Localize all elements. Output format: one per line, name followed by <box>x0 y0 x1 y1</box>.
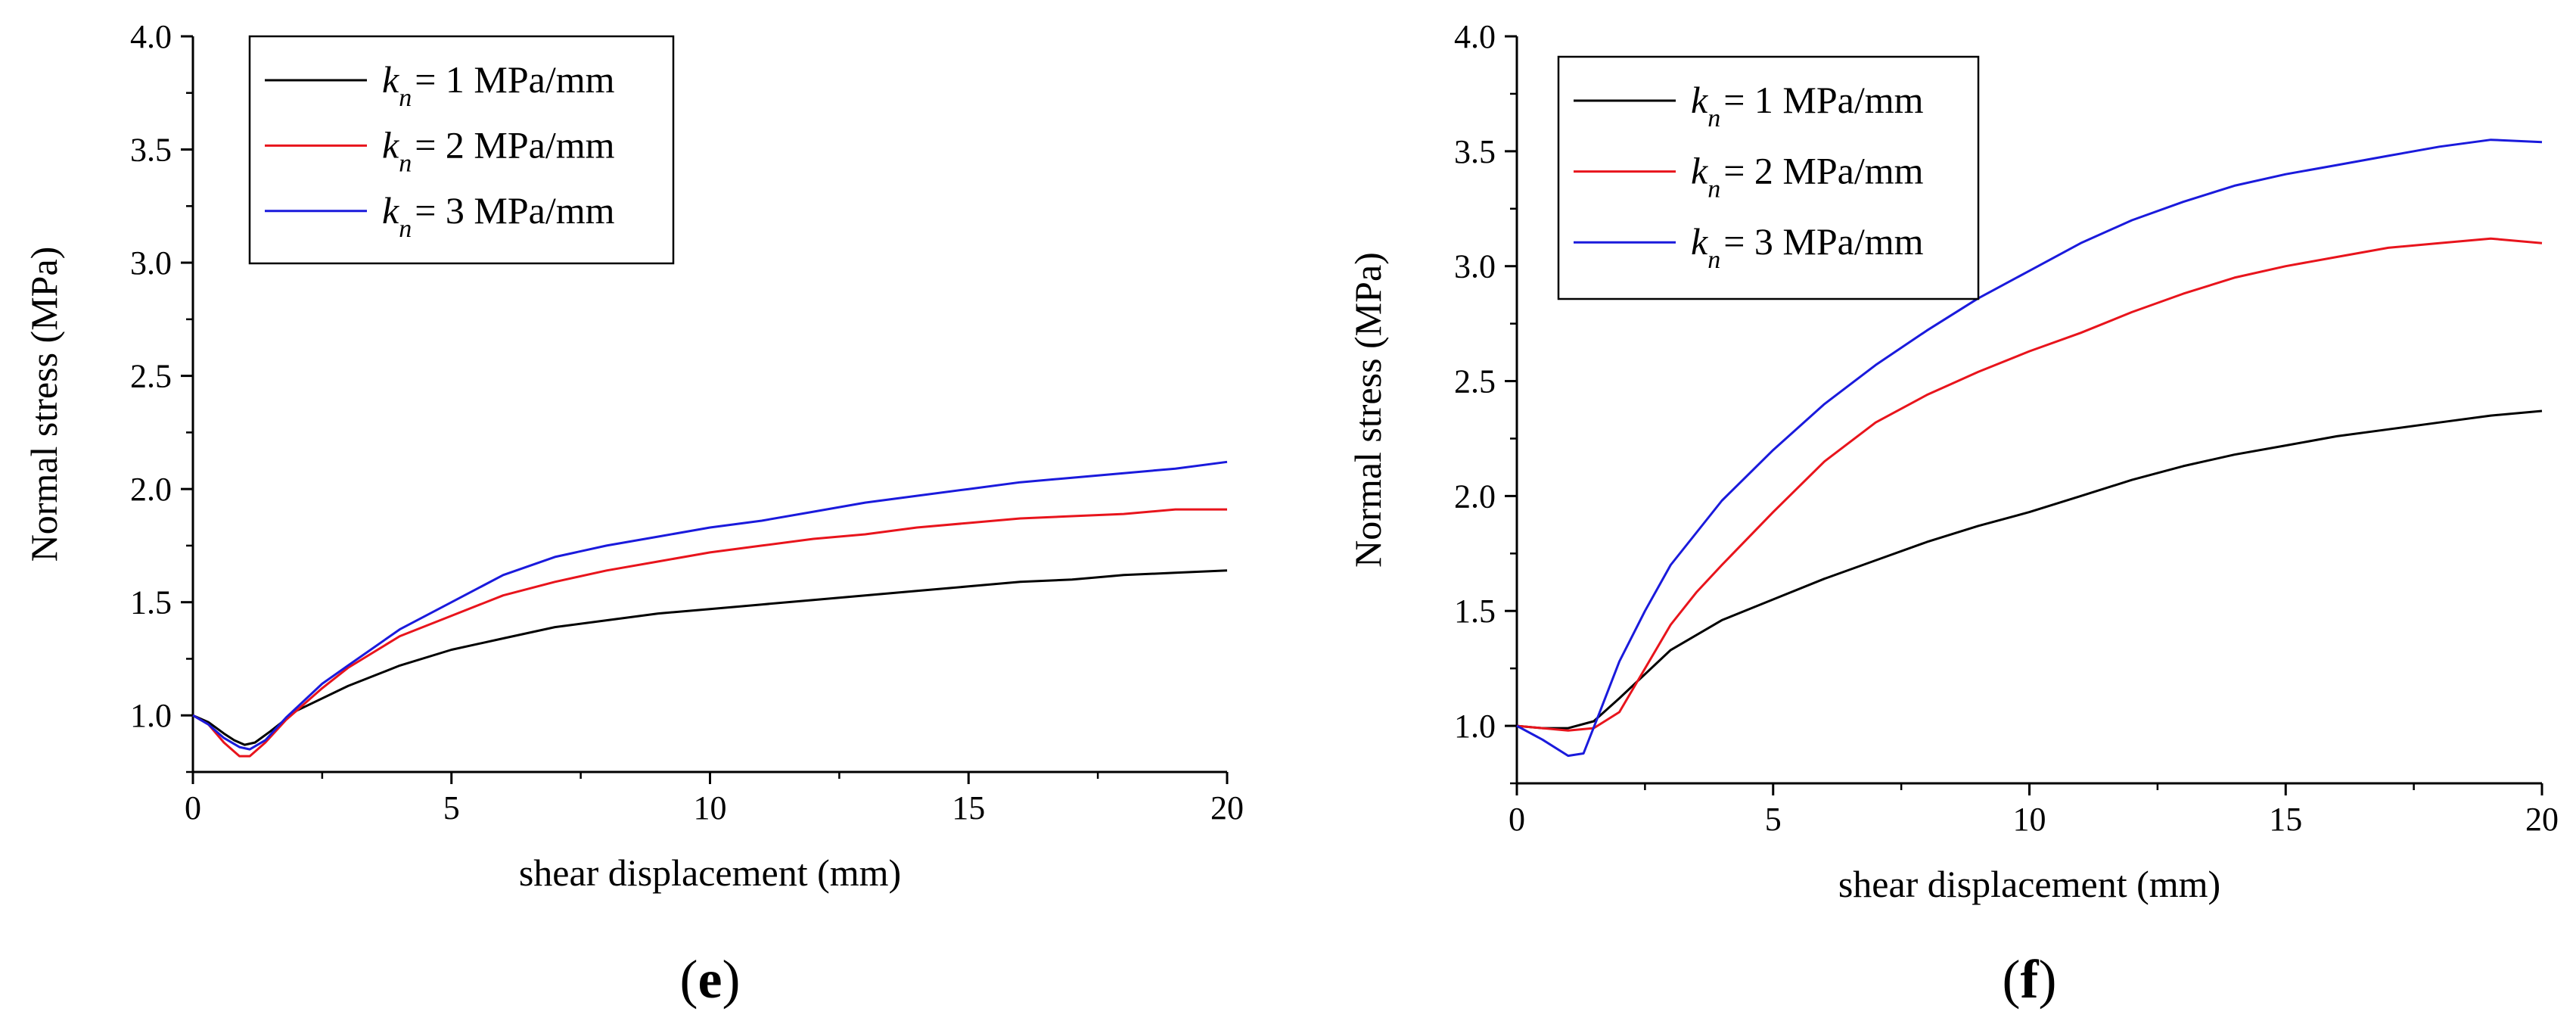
legend-subscript: n <box>399 149 412 177</box>
legend-subscript: n <box>399 215 412 243</box>
legend-k-symbol: k <box>1691 150 1708 192</box>
y-tick-label: 1.5 <box>1454 593 1496 630</box>
legend-k-symbol: k <box>382 189 399 232</box>
legend-label-text: = 1 MPa/mm <box>1723 79 1923 121</box>
legend-entry-kn3: kn= 3 MPa/mm <box>382 189 615 243</box>
chart-panel-e: 0 5 10 15 20 1.0 1.5 2.0 2.5 3.0 3.5 4.0 shear displ… <box>23 18 1244 1010</box>
series-line-kn1 <box>1516 409 2543 730</box>
series-line-kn3 <box>1516 139 2543 758</box>
legend-entry-kn1: kn= 1 MPa/mm <box>382 58 615 112</box>
x-axis-title: shear displacement (mm) <box>1838 863 2220 905</box>
legend-k-symbol: k <box>382 58 399 101</box>
y-tick-label: 2.5 <box>130 358 172 395</box>
legend-k-symbol: k <box>382 123 399 166</box>
legend-box <box>1557 55 1980 300</box>
y-tick-label: 2.0 <box>130 471 172 508</box>
legend-label-text: = 3 MPa/mm <box>1723 220 1923 263</box>
y-axis-title: Normal stress (MPa) <box>1347 252 1389 568</box>
y-tick-label: 3.0 <box>130 244 172 282</box>
x-tick-label: 0 <box>1509 801 1525 838</box>
series-line-kn2 <box>192 508 1227 758</box>
y-tick-label: 3.5 <box>1454 133 1496 170</box>
x-axis-title: shear displacement (mm) <box>519 851 901 894</box>
legend-subscript: n <box>1707 176 1720 204</box>
y-axis-title: Normal stress (MPa) <box>23 247 65 562</box>
legend-k-symbol: k <box>1691 79 1708 121</box>
x-tick-label: 5 <box>443 789 460 826</box>
legend-subscript: n <box>1707 104 1720 132</box>
chart-panel-f: 0 5 10 15 20 1.0 1.5 2.0 2.5 3.0 3.5 4.0 shear displ… <box>1347 18 2559 1010</box>
x-tick-label: 15 <box>952 789 985 826</box>
series-line-kn2 <box>1516 237 2543 732</box>
y-tick-label: 2.5 <box>1454 363 1496 400</box>
legend-label-text: = 1 MPa/mm <box>415 58 614 101</box>
legend-box <box>248 35 675 265</box>
x-tick-label: 15 <box>2269 801 2302 838</box>
panel-label: (f) <box>2003 949 2057 1010</box>
x-tick-label: 20 <box>1210 789 1244 826</box>
x-tick-label: 0 <box>185 789 201 826</box>
legend-label-text: = 3 MPa/mm <box>415 189 614 232</box>
legend-entry-kn2: kn= 2 MPa/mm <box>1691 150 1924 204</box>
legend-subscript: n <box>399 84 412 112</box>
series-line-kn3 <box>192 460 1228 751</box>
y-tick-label: 4.0 <box>1454 18 1496 55</box>
x-tick-label: 10 <box>2013 801 2046 838</box>
y-tick-label: 3.5 <box>130 132 172 169</box>
y-tick-label: 1.5 <box>130 584 172 621</box>
y-tick-label: 4.0 <box>130 18 172 55</box>
legend-entry-kn3: kn= 3 MPa/mm <box>1691 220 1924 274</box>
series-line-kn1 <box>192 569 1228 746</box>
y-tick-label: 1.0 <box>1454 708 1496 745</box>
panel-label: (e) <box>680 949 741 1010</box>
legend-entry-kn2: kn= 2 MPa/mm <box>382 123 615 177</box>
y-tick-label: 2.0 <box>1454 478 1496 515</box>
x-tick-label: 10 <box>694 789 727 826</box>
legend-label-text: = 2 MPa/mm <box>415 123 614 166</box>
legend-k-symbol: k <box>1691 220 1708 263</box>
legend-entry-kn1: kn= 1 MPa/mm <box>1691 79 1924 132</box>
y-tick-label: 3.0 <box>1454 248 1496 285</box>
x-tick-label: 5 <box>1765 801 1782 838</box>
y-tick-label: 1.0 <box>130 697 172 734</box>
x-tick-label: 20 <box>2525 801 2559 838</box>
legend-subscript: n <box>1707 246 1720 274</box>
legend-label-text: = 2 MPa/mm <box>1723 150 1923 192</box>
